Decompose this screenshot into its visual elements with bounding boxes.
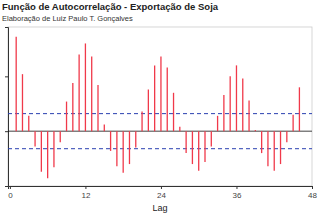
acf-bar — [173, 93, 174, 131]
acf-bar — [223, 95, 224, 131]
x-tick-label: 24 — [157, 191, 166, 200]
acf-bar — [167, 68, 168, 132]
acf-bar — [22, 74, 23, 131]
x-axis-line — [9, 187, 313, 190]
y-tick — [5, 131, 8, 132]
acf-bar — [198, 131, 199, 170]
y-tick-mark — [5, 76, 8, 77]
x-tick-mark — [85, 186, 86, 189]
title: Função de Autocorrelação - Exportação de… — [2, 1, 219, 12]
acf-bar — [286, 131, 287, 142]
acf-bar — [154, 65, 155, 131]
plot-area — [8, 37, 312, 178]
acf-bar — [141, 111, 142, 131]
acf-bar — [16, 37, 17, 131]
x-tick-mark — [10, 186, 11, 189]
x-tick-label: 12 — [81, 191, 90, 200]
confidence-bound — [8, 113, 312, 114]
acf-bar — [41, 131, 42, 172]
acf-bar — [217, 116, 218, 131]
acf-bar — [185, 131, 186, 153]
acf-bar — [148, 90, 149, 132]
x-tick: 12 — [81, 186, 90, 200]
x-tick-mark — [161, 186, 162, 189]
acf-bar — [292, 115, 293, 131]
acf-bar — [248, 100, 249, 131]
x-tick-mark — [236, 186, 237, 189]
x-tick: 0 — [8, 186, 13, 200]
y-tick — [5, 186, 8, 187]
acf-bar — [78, 54, 79, 131]
x-tick-label: 48 — [308, 191, 317, 200]
acf-bar — [230, 76, 231, 131]
acf-bar — [110, 131, 111, 151]
x-tick-label: 36 — [233, 191, 242, 200]
acf-bar — [211, 131, 212, 146]
acf-bar — [299, 87, 300, 131]
y-tick — [5, 76, 8, 77]
acf-bar — [280, 131, 281, 164]
y-tick-mark — [5, 186, 8, 187]
x-tick: 24 — [157, 186, 166, 200]
acf-bar — [192, 131, 193, 164]
acf-bar — [97, 85, 98, 131]
x-tick: 36 — [233, 186, 242, 200]
x-axis-title: Lag — [152, 203, 167, 213]
acf-bar — [28, 116, 29, 131]
acf-bar — [129, 131, 130, 164]
chart: Função de Autocorrelação - Exportação de… — [0, 0, 320, 214]
acf-bar — [123, 131, 124, 173]
acf-bar — [104, 125, 105, 132]
acf-bar — [85, 43, 86, 131]
acf-bar — [72, 83, 73, 131]
x-tick-mark — [312, 186, 313, 189]
plot-frame — [8, 27, 312, 186]
acf-bar — [274, 131, 275, 170]
x-axis: 0 12 24 36 48 — [8, 186, 317, 200]
acf-bar — [160, 57, 161, 132]
acf-bar — [47, 131, 48, 178]
x-tick-label: 0 — [8, 191, 13, 200]
acf-bar — [66, 102, 67, 132]
acf-bar — [267, 131, 268, 166]
acf-bar — [34, 131, 35, 146]
y-axis-line — [5, 28, 9, 187]
acf-bar — [91, 57, 92, 132]
acf-bar — [242, 79, 243, 132]
acf-bar — [236, 65, 237, 131]
subtitle: Elaboração de Luiz Paulo T. Gonçalves — [2, 14, 133, 23]
acf-bar — [135, 131, 136, 147]
acf-bar — [255, 130, 256, 131]
x-tick: 48 — [308, 186, 317, 200]
y-tick-mark — [5, 131, 8, 132]
acf-bar — [116, 131, 117, 166]
y-axis — [5, 28, 9, 187]
acf-bar — [53, 131, 54, 167]
acf-bar — [204, 131, 205, 162]
acf-bar — [60, 131, 61, 142]
acf-bar — [261, 131, 262, 153]
acf-bar — [179, 127, 180, 131]
